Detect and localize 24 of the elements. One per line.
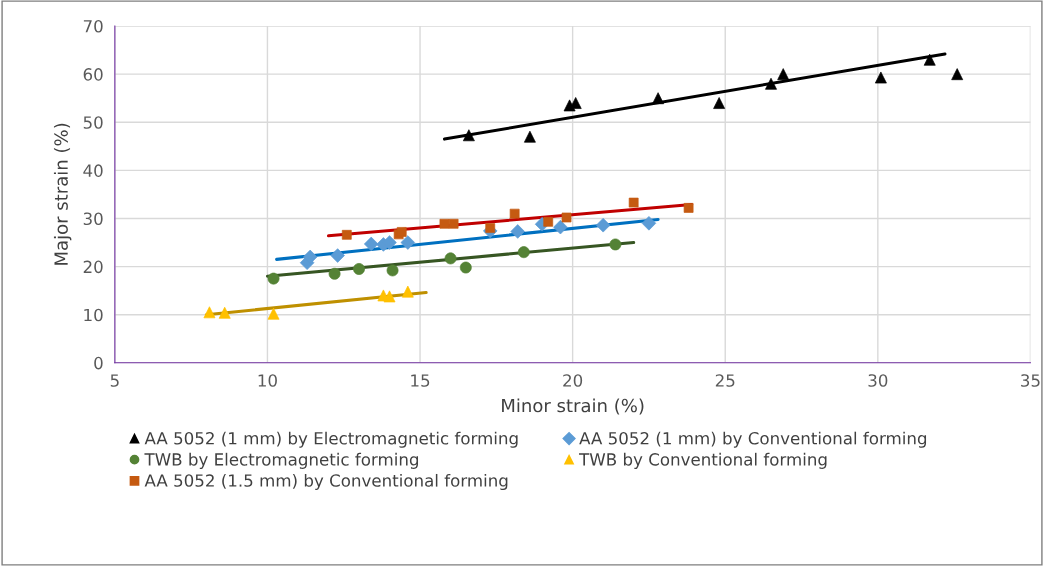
- y-tick-label: 70: [83, 20, 103, 33]
- y-tick-label: 20: [83, 260, 103, 274]
- legend-label: TWB by Electromagnetic forming: [144, 452, 419, 469]
- legend-label: AA 5052 (1.5 mm) by Conventional forming: [144, 473, 508, 491]
- x-tick-label: 15: [411, 374, 430, 387]
- y-tick-label: 40: [83, 164, 103, 177]
- legend-label: TWB by Conventional forming: [579, 452, 827, 469]
- y-tick-label: 0: [94, 356, 103, 370]
- legend-label: AA 5052 (1 mm) by Electromagnetic forming: [144, 431, 518, 448]
- x-tick-label: 25: [715, 374, 735, 387]
- point: [641, 216, 657, 231]
- x-axis-title: Minor strain (%): [502, 398, 644, 415]
- x-tick-label: 10: [258, 374, 277, 387]
- legend-label: AA 5052 (1 mm) by Conventional forming: [579, 431, 927, 448]
- y-tick-label: 50: [83, 116, 103, 129]
- y-tick-label: 10: [84, 308, 103, 322]
- x-tick-label: 35: [1021, 374, 1040, 387]
- point: [553, 219, 568, 235]
- x-tick-label: 5: [110, 374, 119, 387]
- x-tick-label: 20: [563, 374, 583, 387]
- y-axis-title: Major strain (%): [53, 123, 72, 265]
- y-tick-label: 60: [83, 68, 103, 81]
- y-tick-label: 30: [83, 212, 103, 226]
- x-tick-label: 30: [868, 374, 888, 387]
